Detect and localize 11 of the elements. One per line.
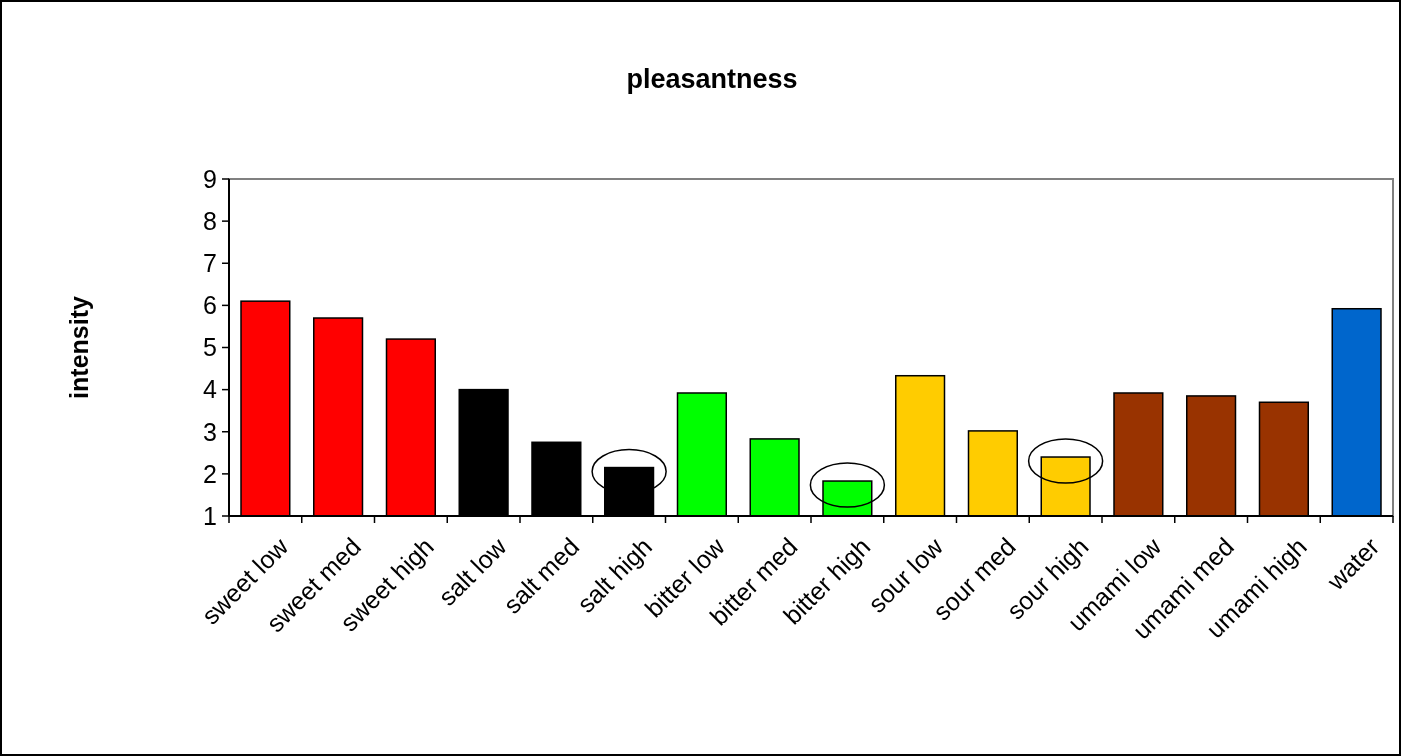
y-tick-label: 6 [203,291,217,320]
y-axis-title: intensity [65,296,93,399]
y-tick-label: 5 [203,333,217,362]
y-tick-label: 4 [203,375,218,404]
y-tick-label: 1 [203,501,217,530]
y-tick-label: 8 [203,206,217,235]
chart-title: pleasantness [626,64,798,94]
y-tick-label: 3 [203,417,217,446]
y-tick-label: 2 [203,459,217,488]
y-tick-label: 7 [203,249,217,277]
y-tick-label: 9 [203,164,217,193]
